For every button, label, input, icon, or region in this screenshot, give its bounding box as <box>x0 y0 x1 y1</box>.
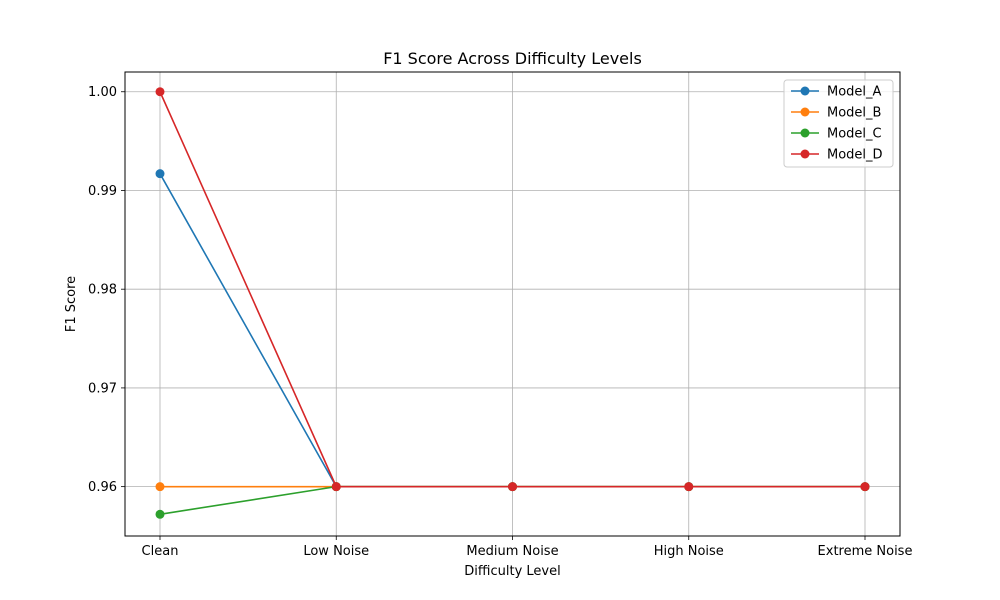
y-tick-label: 0.99 <box>88 184 117 199</box>
legend-item: Model_D <box>791 148 883 163</box>
x-tick-label: High Noise <box>654 544 724 559</box>
data-point-model-d <box>860 482 870 492</box>
y-tick-label: 0.97 <box>88 381 117 396</box>
legend-item: Model_C <box>791 127 882 142</box>
x-tick-label: Clean <box>142 544 179 559</box>
data-point-model-d <box>508 482 517 492</box>
x-tick-label: Medium Noise <box>466 544 558 559</box>
x-tick-label: Extreme Noise <box>818 544 913 559</box>
data-point-model-d <box>684 482 694 492</box>
y-tick-label: 0.96 <box>88 480 117 495</box>
legend-swatch-marker <box>800 149 810 159</box>
series-lines <box>155 87 870 519</box>
data-point-model-a <box>155 169 165 179</box>
data-point-model-d <box>155 87 165 97</box>
legend: Model_A Model_B Model_C Model_D <box>783 79 894 168</box>
legend-swatch-marker <box>800 128 810 138</box>
x-axis-label: Difficulty Level <box>464 564 560 579</box>
x-tick-label: Low Noise <box>303 544 369 559</box>
legend-item: Model_B <box>791 106 881 121</box>
legend-item: Model_A <box>791 85 882 100</box>
axis-ticks: Clean Low Noise Medium Noise High Noise Extr… <box>88 85 912 559</box>
legend-swatch-marker <box>800 86 810 96</box>
legend-swatch-marker <box>800 107 810 117</box>
legend-label: Model_C <box>827 127 882 142</box>
legend-label: Model_B <box>827 106 881 121</box>
data-point-model-c <box>155 509 165 519</box>
legend-label: Model_A <box>827 85 882 100</box>
y-axis-label: F1 Score <box>64 276 79 332</box>
legend-box <box>783 79 894 168</box>
data-point-model-d <box>331 482 341 492</box>
data-point-model-b <box>155 482 165 492</box>
y-tick-label: 0.98 <box>88 283 117 298</box>
legend-label: Model_D <box>827 148 883 163</box>
chart-title: F1 Score Across Difficulty Levels <box>383 49 642 68</box>
y-tick-label: 1.00 <box>88 85 117 100</box>
